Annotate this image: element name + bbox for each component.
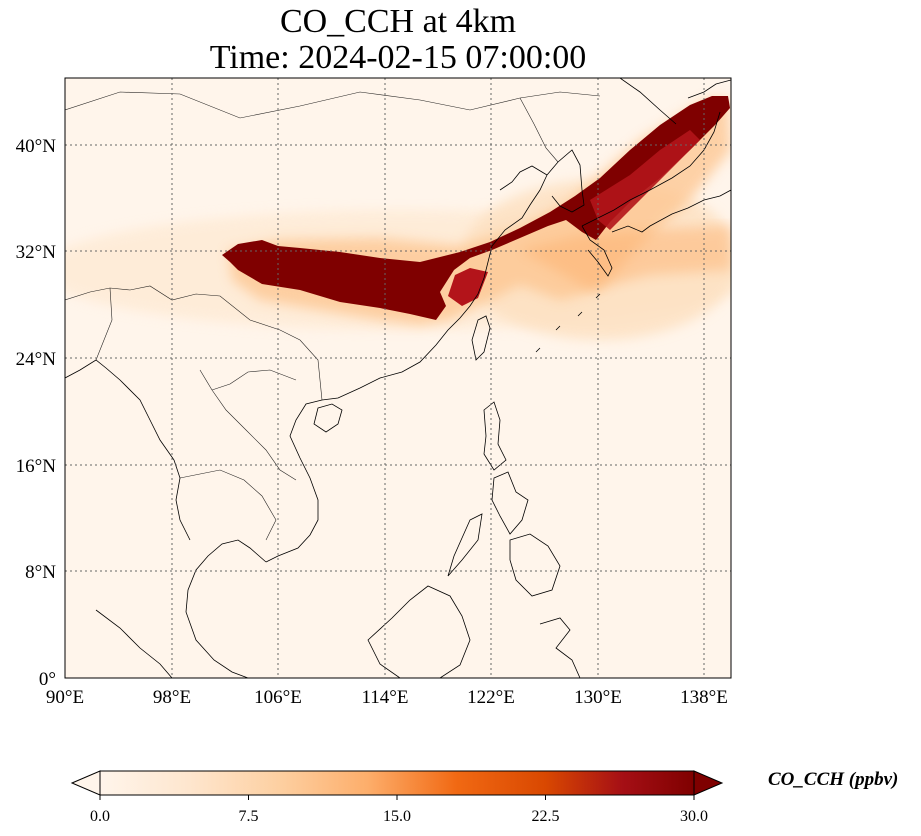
colorbar-gradient — [100, 771, 694, 795]
map-layers — [65, 78, 731, 678]
gridlines — [65, 78, 731, 678]
colorbar-tick-label: 7.5 — [239, 808, 259, 825]
country-borders — [65, 91, 601, 541]
lat-tick-label: 40°N — [16, 136, 57, 157]
colorbar-tick-label: 30.0 — [680, 808, 708, 825]
colorbar: 0.0 7.5 15.0 22.5 30.0 — [70, 770, 724, 825]
colorbar-max-extend — [693, 770, 724, 796]
colorbar-title: CO_CCH (ppbv) — [768, 769, 899, 790]
lon-tick-label: 98°E — [153, 687, 191, 708]
lat-tick-label: 24°N — [16, 349, 57, 370]
colorbar-tick-label: 15.0 — [383, 808, 411, 825]
lon-tick-label: 122°E — [467, 687, 515, 708]
lat-tick-label: 0° — [39, 669, 56, 690]
lat-tick-label: 16°N — [16, 456, 57, 477]
colorbar-min-extend — [70, 770, 101, 796]
co-plume-ne-inner — [590, 130, 700, 230]
lon-tick-label: 130°E — [574, 687, 622, 708]
lat-tick-labels: 0° 8°N 16°N 24°N 32°N 40°N — [16, 136, 57, 690]
lon-tick-labels: 90°E 98°E 106°E 114°E 122°E 130°E 138°E — [46, 687, 728, 708]
colorbar-tick-label: 22.5 — [532, 808, 560, 825]
map-frame — [64, 77, 732, 679]
lon-tick-label: 114°E — [362, 687, 409, 708]
lat-tick-label: 8°N — [25, 562, 56, 583]
lon-tick-label: 138°E — [680, 687, 728, 708]
plume-eastern-tail — [520, 225, 731, 290]
lon-tick-label: 106°E — [254, 687, 302, 708]
map-title-line-2: Time: 2024-02-15 07:00:00 — [209, 39, 587, 76]
map-title-line-1: CO_CCH at 4km — [279, 3, 517, 40]
lat-tick-label: 32°N — [16, 242, 57, 263]
lon-tick-label: 90°E — [46, 687, 84, 708]
co-plume-core — [222, 96, 730, 320]
co-plume-fold — [448, 268, 488, 306]
coastlines — [65, 78, 731, 678]
colorbar-tick-label: 0.0 — [90, 808, 110, 825]
